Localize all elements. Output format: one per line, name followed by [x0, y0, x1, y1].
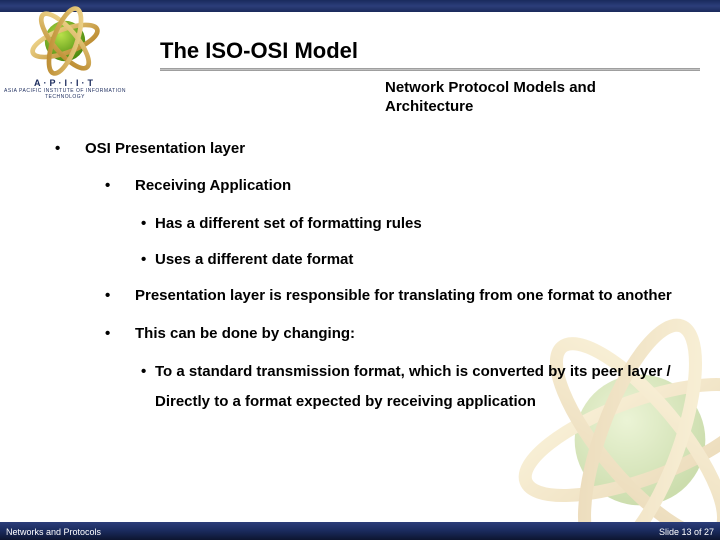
bullet-text: This can be done by changing:	[135, 319, 675, 349]
slide-subtitle: Network Protocol Models and Architecture	[385, 79, 645, 117]
bullet-dot: •	[141, 209, 155, 239]
footer-current-slide: 13	[681, 527, 691, 537]
bullet-dot: •	[105, 281, 135, 311]
bullet-dot: •	[141, 245, 155, 275]
logo-subtitle: ASIA PACIFIC INSTITUTE OF INFORMATION TE…	[0, 88, 130, 100]
logo-area: A·P·I·I·T ASIA PACIFIC INSTITUTE OF INFO…	[0, 0, 130, 120]
bullet-level-3: •Uses a different date format	[141, 245, 680, 275]
bullet-text: To a standard transmission format, which…	[155, 357, 675, 417]
bullet-text: Uses a different date format	[155, 245, 675, 275]
slide: A·P·I·I·T ASIA PACIFIC INSTITUTE OF INFO…	[0, 0, 720, 540]
logo-globe-icon	[25, 6, 105, 76]
bullet-dot: •	[105, 171, 135, 201]
bullet-text: OSI Presentation layer	[85, 140, 245, 157]
bullet-text: Receiving Application	[135, 171, 675, 201]
footer-slide-prefix: Slide	[659, 527, 682, 537]
slide-body: •OSI Presentation layer •Receiving Appli…	[55, 140, 680, 423]
logo-letters: A·P·I·I·T	[0, 78, 130, 88]
bullet-dot: •	[55, 140, 85, 157]
bullet-dot: •	[105, 319, 135, 349]
bullet-level-2: •This can be done by changing:	[105, 319, 680, 349]
slide-title: The ISO-OSI Model	[160, 38, 690, 64]
bullet-text: Presentation layer is responsible for tr…	[135, 281, 675, 311]
footer-total-slides: 27	[704, 527, 714, 537]
title-area: The ISO-OSI Model Network Protocol Model…	[160, 38, 690, 117]
bullet-level-3: •Has a different set of formatting rules	[141, 209, 680, 239]
footer-left-text: Networks and Protocols	[6, 527, 101, 537]
footer-right-text: Slide 13 of 27	[659, 527, 714, 537]
bullet-level-2: •Presentation layer is responsible for t…	[105, 281, 680, 311]
title-underline	[160, 68, 700, 71]
bullet-dot: •	[141, 357, 155, 387]
bullet-level-3: •To a standard transmission format, whic…	[141, 357, 680, 417]
bullet-text: Has a different set of formatting rules	[155, 209, 675, 239]
bullet-level-2: •Receiving Application	[105, 171, 680, 201]
bullet-level-1: •OSI Presentation layer	[55, 140, 680, 157]
footer-bar: Networks and Protocols Slide 13 of 27	[0, 522, 720, 540]
